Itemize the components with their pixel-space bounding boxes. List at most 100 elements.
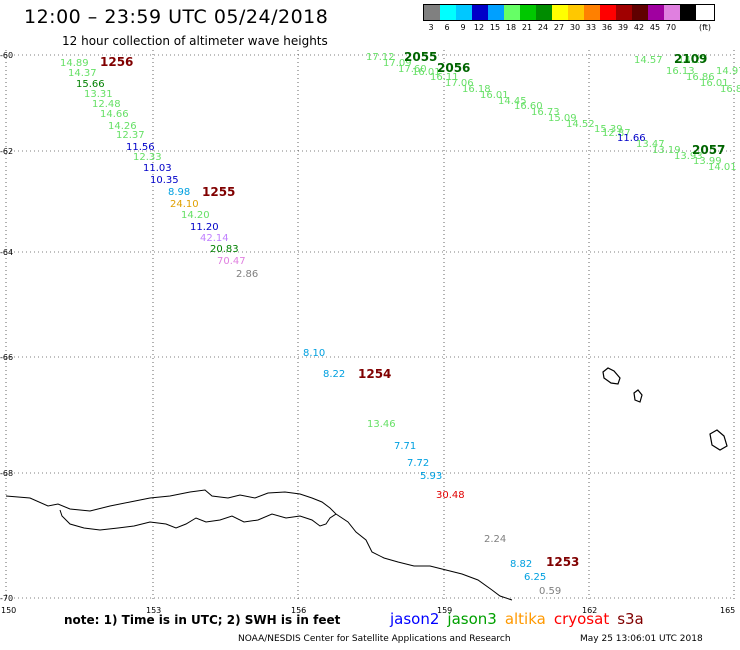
wave-height-value: 14.52 <box>566 119 595 130</box>
legend-swatch <box>568 5 584 20</box>
pass-id-label: 1253 <box>546 555 579 569</box>
mission-label: altika <box>504 610 546 628</box>
legend-tick-label: 24 <box>537 23 549 32</box>
wave-height-value: 16.01 <box>700 78 729 89</box>
pass-id-label: 2109 <box>674 52 707 66</box>
wave-height-value: 8.82 <box>510 559 532 570</box>
legend-labels: 3 6 9 12 15 18 21 24 27 30 33 36 39 42 45 70 (ft) <box>423 23 715 32</box>
wave-height-value: 7.72 <box>407 458 429 469</box>
legend-tick-label: 18 <box>505 23 517 32</box>
latitude-label: -70 <box>0 594 13 603</box>
page-subtitle: 12 hour collection of altimeter wave hei… <box>62 34 328 48</box>
legend-swatch <box>424 5 440 20</box>
legend-swatches <box>423 4 715 21</box>
latitude-label: -62 <box>0 147 13 156</box>
wave-height-value: 16.73 <box>531 107 560 118</box>
wave-height-value: 14.27 <box>678 55 707 66</box>
wave-height-value: 15.39 <box>594 124 623 135</box>
legend-tick-label: 30 <box>569 23 581 32</box>
wave-height-value: 8.22 <box>323 369 345 380</box>
mission-label: jason3 <box>447 610 497 628</box>
wave-height-value: 16.18 <box>462 84 491 95</box>
wave-height-value: 17.60 <box>398 64 427 75</box>
legend-tick-label: 21 <box>521 23 533 32</box>
wave-height-value: 15.09 <box>548 113 577 124</box>
wave-height-value: 17.09 <box>383 58 412 69</box>
legend-tick-label: 45 <box>649 23 661 32</box>
legend-tick-label: 12 <box>473 23 485 32</box>
wave-height-value: 11.03 <box>143 163 172 174</box>
legend-swatch <box>504 5 520 20</box>
longitude-label: 156 <box>291 606 306 615</box>
wave-height-value: 12.87 <box>602 128 631 139</box>
wave-height-value: 5.93 <box>420 471 442 482</box>
antarctic-coastline <box>5 489 513 601</box>
credit-line: NOAA/NESDIS Center for Satellite Applica… <box>238 634 511 644</box>
wave-height-value: 16.11 <box>430 72 459 83</box>
island-2 <box>633 389 643 403</box>
wave-height-value: 11.20 <box>190 222 219 233</box>
wave-height-value: 30.48 <box>436 490 465 501</box>
legend-swatch <box>680 5 696 20</box>
wave-height-value: 14.89 <box>60 58 89 69</box>
legend-tick-label: 15 <box>489 23 501 32</box>
island-1 <box>602 367 621 385</box>
lat-lon-grid <box>5 50 735 600</box>
wave-height-value: 20.83 <box>210 244 239 255</box>
page-title: 12:00 – 23:59 UTC 05/24/2018 <box>24 6 329 28</box>
wave-height-value: 11.56 <box>126 142 155 153</box>
legend-swatch <box>600 5 616 20</box>
legend-swatch <box>648 5 664 20</box>
legend-swatch <box>536 5 552 20</box>
latitude-label: -60 <box>0 51 13 60</box>
wave-height-value: 13.93 <box>674 151 703 162</box>
color-legend: 3 6 9 12 15 18 21 24 27 30 33 36 39 42 45 70 (ft) <box>423 4 715 32</box>
wave-height-value: 14.66 <box>100 109 129 120</box>
wave-height-value: 70.47 <box>217 256 246 267</box>
wave-height-value: 13.46 <box>367 419 396 430</box>
longitude-label: 150 <box>1 606 16 615</box>
wave-height-value: 12.33 <box>133 152 162 163</box>
legend-swatch <box>456 5 472 20</box>
legend-unit: (ft) <box>698 23 712 32</box>
legend-tick-label: 39 <box>617 23 629 32</box>
mission-legend: jason2 jason3 altika cryosat s3a <box>390 610 652 628</box>
wave-height-value: 17.06 <box>445 78 474 89</box>
longitude-label: 162 <box>582 606 597 615</box>
wave-height-value: 6.25 <box>524 572 546 583</box>
wave-height-value: 14.57 <box>634 55 663 66</box>
track-labels: 14.8914.3715.6613.3112.4814.6614.2612.37… <box>0 0 740 597</box>
wave-height-value: 14.20 <box>181 210 210 221</box>
legend-swatch <box>616 5 632 20</box>
wave-height-value: 16.13 <box>666 66 695 77</box>
wave-height-value: 42.14 <box>200 233 229 244</box>
pass-id-label: 1254 <box>358 367 391 381</box>
wave-height-value: 16.81 <box>720 84 740 95</box>
wave-height-value: 13.31 <box>84 89 113 100</box>
wave-height-value: 13.19 <box>652 145 681 156</box>
longitude-label: 159 <box>437 606 452 615</box>
wave-height-value: 14.26 <box>108 121 137 132</box>
wave-height-value: 17.12 <box>366 52 395 63</box>
legend-swatch <box>664 5 680 20</box>
pass-id-label: 2057 <box>692 143 725 157</box>
legend-swatch <box>632 5 648 20</box>
wave-height-value: 16.60 <box>514 101 543 112</box>
legend-swatch <box>440 5 456 20</box>
pass-id-label: 1255 <box>202 185 235 199</box>
wave-height-value: 0.59 <box>539 586 561 597</box>
axis-labels: -60 -62 -64 -66 -68 -70 150 153 156 159 162 165 <box>0 51 735 615</box>
wave-height-value: 11.66 <box>617 133 646 144</box>
legend-tick-label: 9 <box>460 23 466 32</box>
legend-swatch <box>488 5 504 20</box>
legend-swatch <box>584 5 600 20</box>
generation-timestamp: May 25 13:06:01 UTC 2018 <box>580 634 703 644</box>
longitude-label: 165 <box>720 606 735 615</box>
mission-label: s3a <box>617 610 644 628</box>
wave-height-value: 24.10 <box>170 199 199 210</box>
pass-id-label: 2055 <box>404 50 437 64</box>
wave-height-value: 12.48 <box>92 99 121 110</box>
wave-height-value: 10.35 <box>150 175 179 186</box>
